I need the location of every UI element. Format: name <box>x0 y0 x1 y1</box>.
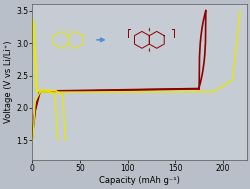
Y-axis label: Voltage (V vs Li/Li⁺): Voltage (V vs Li/Li⁺) <box>4 41 13 123</box>
X-axis label: Capacity (mAh g⁻¹): Capacity (mAh g⁻¹) <box>99 176 179 185</box>
